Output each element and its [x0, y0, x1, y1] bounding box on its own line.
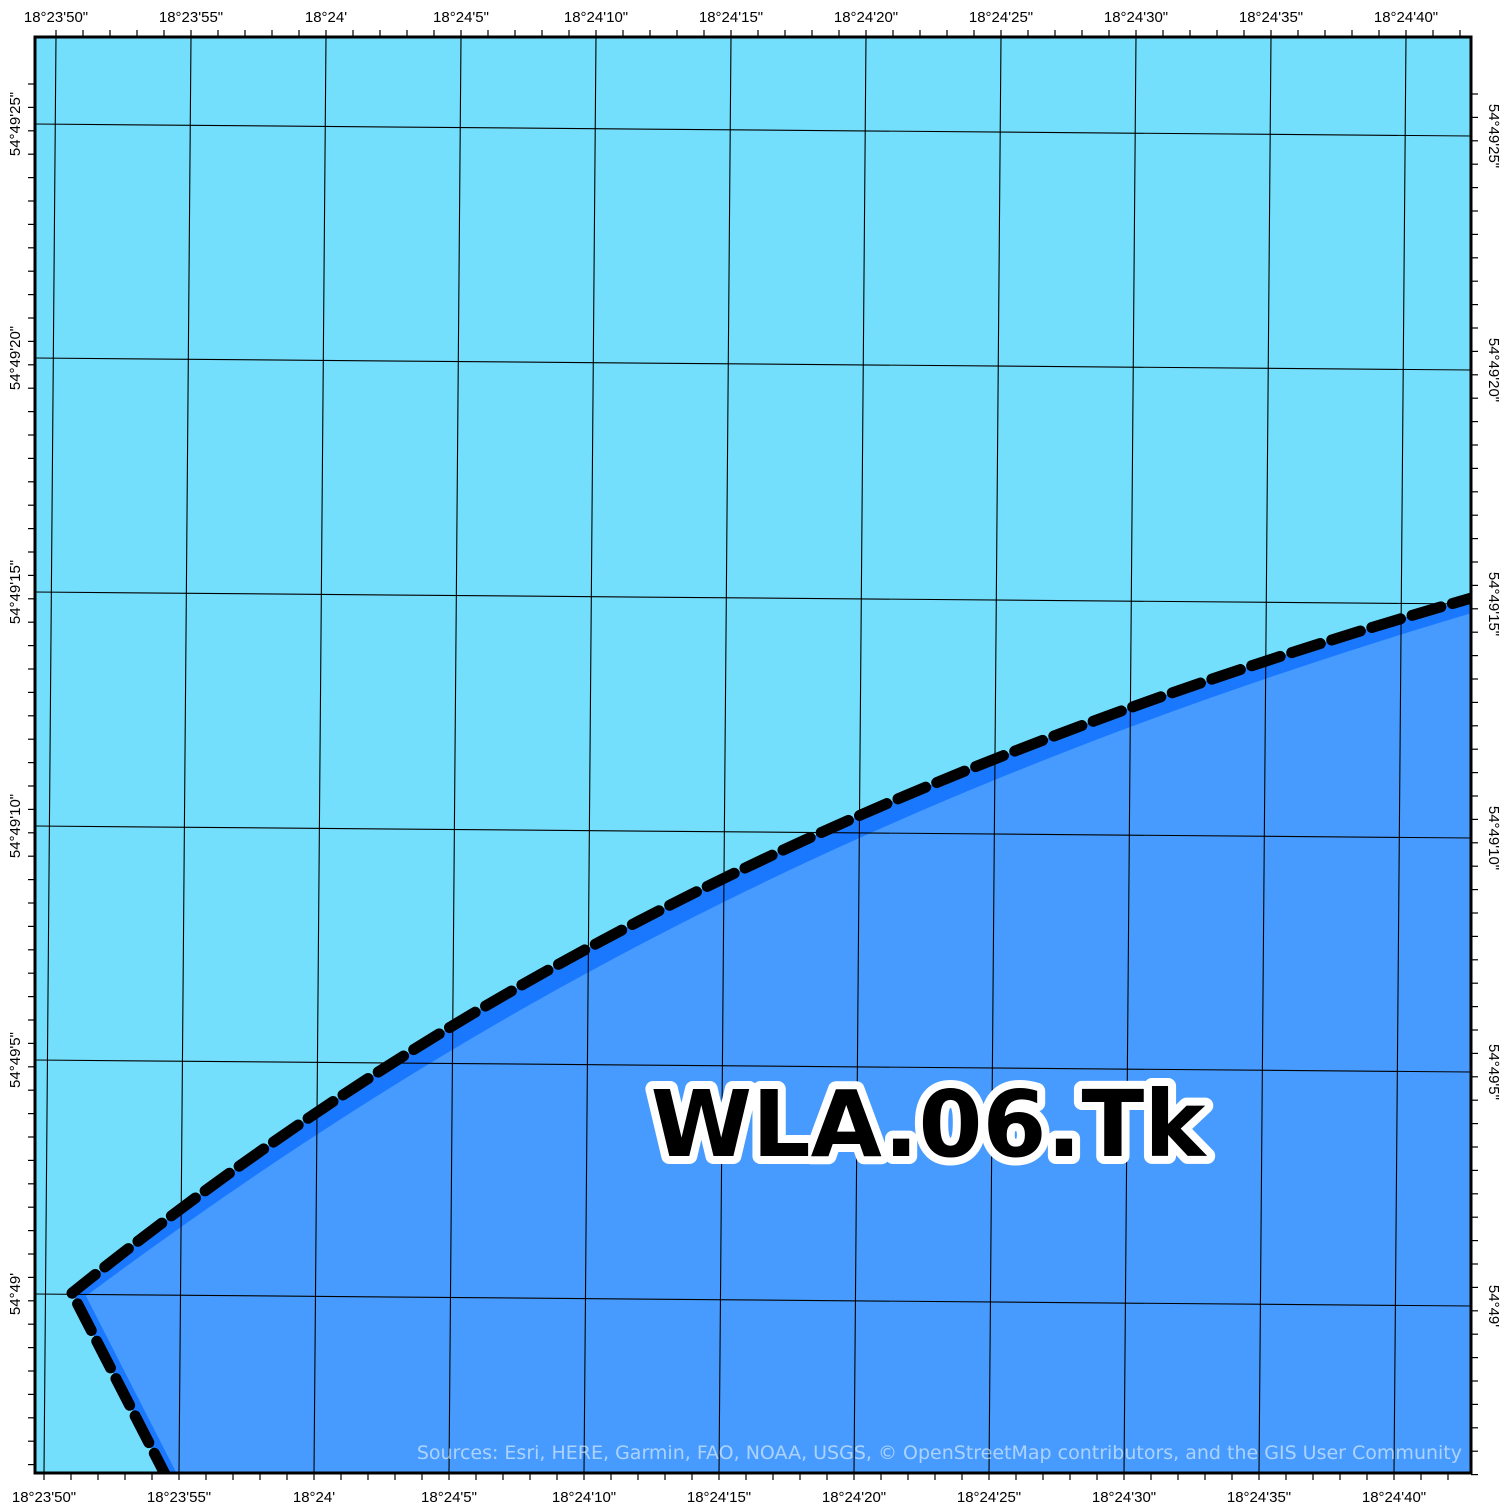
lat-label-right: 54°49'20": [1485, 338, 1502, 402]
meridian-line: [583, 37, 597, 1473]
lon-label-bottom: 18°24'5": [421, 1489, 477, 1506]
parallel-line: [35, 825, 1471, 839]
latitude-labels-right: 54°49'25" 54°49'20" 54°49'15" 54°49'10" …: [1485, 104, 1502, 1327]
lon-label-bottom: 18°24': [293, 1489, 335, 1506]
parallel-line: [35, 1293, 1471, 1307]
meridian-line: [313, 37, 327, 1473]
parallel-line: [35, 1059, 1471, 1073]
lon-label-bottom: 18°23'50": [12, 1489, 76, 1506]
zone-boundary-dashed: [66, 592, 1471, 1473]
lat-label-right: 54°49'10": [1485, 806, 1502, 870]
lon-label-top: 18°24'20": [834, 9, 898, 26]
lat-label-left: 54°49': [7, 1273, 24, 1315]
longitude-labels-top: 18°23'50" 18°23'55" 18°24' 18°24'5" 18°2…: [24, 9, 1438, 26]
lon-label-top: 18°24'30": [1104, 9, 1168, 26]
meridian-line: [178, 37, 192, 1473]
lon-label-top: 18°24'35": [1239, 9, 1303, 26]
lon-label-bottom: 18°24'15": [687, 1489, 751, 1506]
lon-label-top: 18°24': [305, 9, 347, 26]
lat-label-left: 54°49'25": [7, 92, 24, 156]
meridian-line: [853, 37, 867, 1473]
lat-label-left: 54°49'15": [7, 560, 24, 624]
lon-label-bottom: 18°24'30": [1092, 1489, 1156, 1506]
lat-label-left: 54°49'5": [7, 1032, 24, 1088]
meridian-line: [43, 37, 57, 1473]
attribution-text: Sources: Esri, HERE, Garmin, FAO, NOAA, …: [417, 1442, 1462, 1464]
meridian-line: [1258, 37, 1272, 1473]
parallel-line: [35, 357, 1471, 371]
lon-label-bottom: 18°23'55": [147, 1489, 211, 1506]
lat-label-right: 54°49': [1485, 1285, 1502, 1327]
lat-label-right: 54°49'5": [1485, 1044, 1502, 1100]
lon-label-bottom: 18°24'40": [1362, 1489, 1426, 1506]
lat-label-right: 54°49'25": [1485, 104, 1502, 168]
lat-label-right: 54°49'15": [1485, 572, 1502, 636]
meridian-line: [1393, 37, 1407, 1473]
lon-label-top: 18°24'25": [969, 9, 1033, 26]
lat-label-left: 54°49'10": [7, 794, 24, 858]
lon-label-top: 18°24'15": [699, 9, 763, 26]
zone-polygon[interactable]: [86, 612, 1475, 1480]
lon-label-bottom: 18°24'20": [822, 1489, 886, 1506]
graticule: [35, 37, 1471, 1473]
meridian-line: [718, 37, 732, 1473]
parallel-line: [35, 591, 1471, 605]
meridian-line: [448, 37, 462, 1473]
lon-label-top: 18°23'55": [159, 9, 223, 26]
zone-label: WLA.06.Tk: [651, 1071, 1208, 1178]
lon-label-top: 18°24'10": [564, 9, 628, 26]
lon-label-top: 18°24'5": [433, 9, 489, 26]
frame-ticks: [28, 30, 1478, 1480]
map-frame: [33, 35, 1473, 1475]
lon-label-top: 18°23'50": [24, 9, 88, 26]
longitude-labels-bottom: 18°23'50" 18°23'55" 18°24' 18°24'5" 18°2…: [12, 1489, 1426, 1506]
lat-label-left: 54°49'20": [7, 326, 24, 390]
lon-label-bottom: 18°24'35": [1227, 1489, 1291, 1506]
lon-label-bottom: 18°24'10": [552, 1489, 616, 1506]
lon-label-top: 18°24'40": [1374, 9, 1438, 26]
latitude-labels-left: 54°49'25" 54°49'20" 54°49'15" 54°49'10" …: [7, 92, 24, 1315]
parallel-line: [35, 123, 1471, 137]
lon-label-bottom: 18°24'25": [957, 1489, 1021, 1506]
meridian-line: [1123, 37, 1137, 1473]
